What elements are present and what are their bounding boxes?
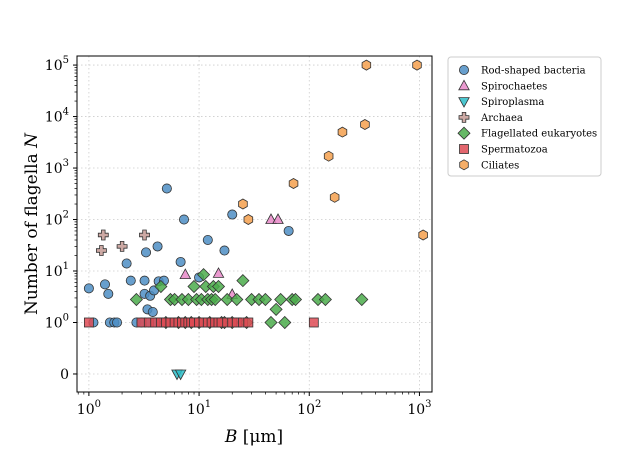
rod-shaped-bacteria-point [175, 256, 186, 267]
ciliates-point [329, 191, 340, 203]
rod-shaped-bacteria-point [83, 283, 94, 294]
y-tick-label: 0 [60, 367, 69, 383]
ciliates-point [360, 119, 370, 130]
spirochaetes-point [179, 268, 192, 280]
y-tick-label: 105 [45, 55, 69, 74]
series-spiroplasma [171, 369, 187, 381]
ciliates-point [288, 178, 299, 189]
series-archaea [96, 229, 150, 256]
x-tick-label: 100 [77, 399, 101, 418]
spermatozoa-point [308, 317, 319, 328]
y-tick-label: 101 [45, 261, 69, 280]
rod-shaped-bacteria-point [179, 214, 190, 225]
spirochaetes-point [212, 267, 225, 278]
flagellated-eukaryotes-point [187, 279, 201, 294]
flagellated-eukaryotes-point [318, 292, 332, 307]
spermatozoa-point [243, 317, 254, 328]
legend-label-flagellated-eukaryotes: Flagellated eukaryotes [481, 129, 597, 140]
flagellated-eukaryotes-point [236, 274, 250, 288]
rod-shaped-bacteria-point [125, 275, 136, 286]
rod-shaped-bacteria-point [99, 279, 110, 290]
legend: Rod-shaped bacteria Spirochaetes Spiroplas… [447, 56, 602, 177]
y-axis-label: Number of flagella N [22, 132, 42, 315]
rod-shaped-bacteria-point [227, 209, 238, 220]
spermatozoa-point [83, 317, 94, 328]
archaea-point [139, 229, 150, 241]
legend-label-ciliates: Ciliates [481, 160, 519, 171]
ciliates-point [418, 229, 428, 241]
x-tick-label: 103 [407, 399, 431, 418]
rod-shaped-bacteria-point [219, 245, 230, 256]
x-tick-label: 101 [187, 399, 211, 418]
rod-shaped-bacteria-point [103, 288, 114, 299]
legend-label-spermatozoa: Spermatozoa [481, 145, 548, 156]
legend-label-spirochaetes: Spirochaetes [481, 81, 547, 92]
ciliates-point [238, 198, 248, 210]
rod-shaped-bacteria-point [121, 258, 132, 269]
x-axis-label: B [μm] [224, 427, 283, 447]
rod-shaped-bacteria-point [147, 306, 158, 317]
flagellated-eukaryotes-point [355, 292, 369, 307]
rod-shaped-bacteria-point [202, 235, 213, 246]
ciliates-point [337, 126, 348, 138]
flagellated-eukaryotes-point [220, 292, 234, 307]
rod-shaped-bacteria-point [152, 241, 163, 252]
flagellated-eukaryotes-point [288, 292, 303, 307]
legend-marker-ciliates [459, 159, 469, 171]
flagellated-eukaryotes-point [208, 292, 222, 307]
legend-marker-rod-shaped-bacteria [458, 65, 469, 76]
ciliates-point [412, 59, 422, 71]
rod-shaped-bacteria-point [141, 247, 152, 258]
grid-lines [77, 56, 432, 392]
y-tick-label: 104 [45, 107, 69, 126]
spirochaetes-point [272, 213, 284, 224]
flagellated-eukaryotes-point [258, 292, 272, 307]
legend-marker-flagellated-eukaryotes [457, 126, 471, 140]
flagellated-eukaryotes-point [154, 279, 168, 294]
flagellated-eukaryotes-point [197, 268, 211, 282]
rod-shaped-bacteria-point [139, 275, 150, 286]
rod-shaped-bacteria-point [161, 183, 172, 194]
flagellated-eukaryotes-point [230, 292, 244, 307]
legend-label-archaea: Archaea [480, 113, 523, 124]
archaea-point [97, 229, 109, 241]
axes-frame [76, 55, 433, 393]
rod-shaped-bacteria-point [283, 225, 294, 236]
legend-label-spiroplasma: Spiroplasma [481, 97, 544, 108]
data-points [83, 59, 428, 381]
legend-box [447, 56, 602, 177]
spiroplasma-point [174, 369, 187, 381]
flagellated-eukaryotes-point [129, 292, 143, 307]
series-spermatozoa [83, 317, 319, 328]
y-tick-label: 102 [45, 210, 69, 229]
series-ciliates [238, 59, 428, 241]
flagellated-eukaryotes-point [264, 315, 278, 330]
flagellated-eukaryotes-point [278, 315, 292, 330]
legend-marker-archaea [458, 112, 470, 123]
y-tick-label: 103 [45, 158, 69, 177]
archaea-point [116, 240, 128, 252]
ciliates-point [361, 59, 372, 71]
flagellated-eukaryotes-point [269, 302, 283, 316]
ciliates-point [243, 214, 254, 225]
axis-ticks: 100 101 102 103 0 100 101 102 103 104 105 [45, 55, 432, 418]
legend-label-rod-shaped-bacteria: Rod-shaped bacteria [481, 66, 586, 77]
x-tick-label: 102 [297, 399, 321, 418]
legend-marker-spermatozoa [459, 144, 469, 154]
flagellated-eukaryotes-point [274, 292, 288, 307]
y-tick-label: 100 [45, 312, 69, 331]
legend-marker-spiroplasma [458, 97, 470, 108]
ciliates-point [323, 150, 334, 162]
legend-marker-spirochaetes [458, 79, 470, 91]
spirochaetes-point [265, 213, 277, 224]
flagellated-eukaryotes-point [211, 279, 226, 294]
rod-shaped-bacteria-point [112, 317, 123, 328]
archaea-point [96, 245, 107, 256]
